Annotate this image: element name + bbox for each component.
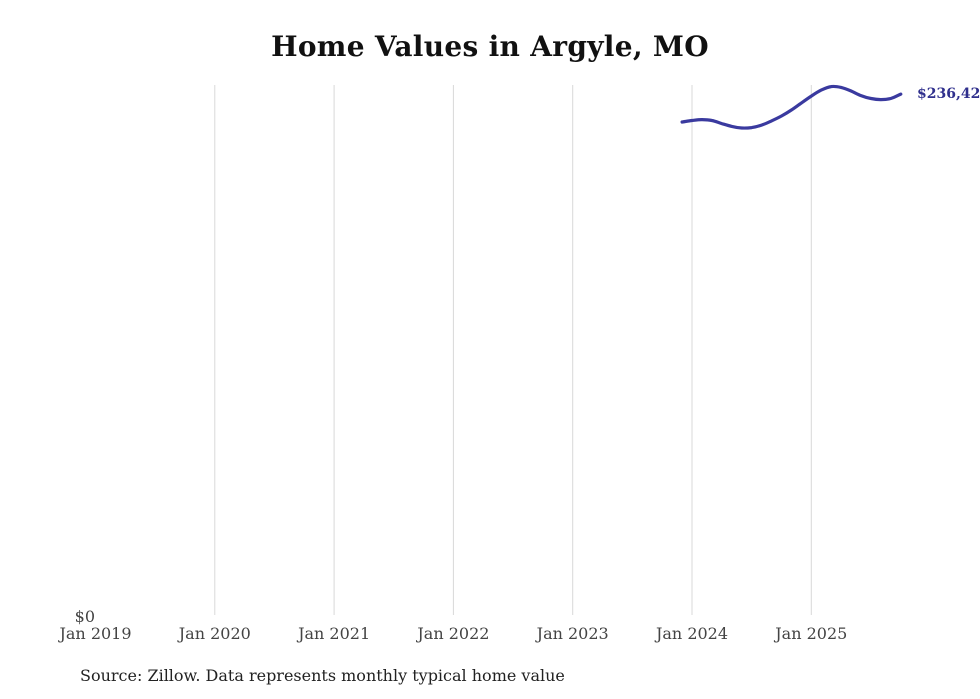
- source-note: Source: Zillow. Data represents monthly …: [80, 666, 565, 685]
- x-axis-tick-label: Jan 2021: [298, 624, 371, 643]
- x-axis-tick-label: Jan 2023: [536, 624, 609, 643]
- chart-title: Home Values in Argyle, MO: [271, 30, 709, 63]
- latest-value-label: $236,42: [917, 86, 980, 102]
- x-axis-tick-label: Jan 2019: [59, 624, 132, 643]
- x-axis-tick-label: Jan 2020: [178, 624, 251, 643]
- vertical-gridlines: [214, 85, 812, 615]
- x-axis-tick-label: Jan 2024: [655, 624, 729, 643]
- x-axis-tick-label: Jan 2025: [775, 624, 848, 643]
- home-value-line-series: [680, 84, 903, 130]
- x-axis-tick-label: Jan 2022: [417, 624, 490, 643]
- y-axis-zero-label: $0: [74, 607, 95, 626]
